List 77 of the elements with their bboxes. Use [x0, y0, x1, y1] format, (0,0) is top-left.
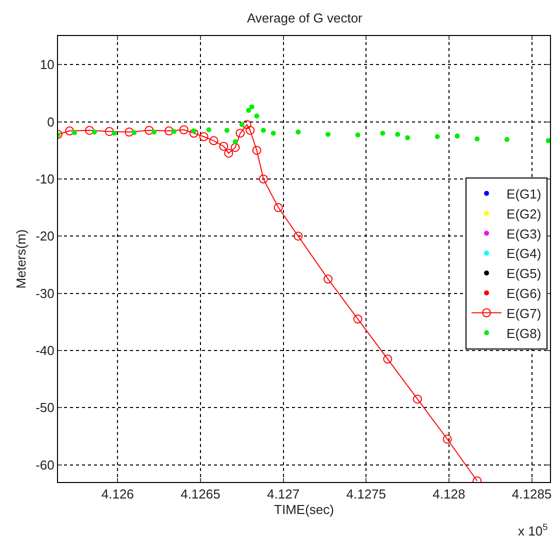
- x-tick-label: 4.127: [267, 486, 300, 502]
- point: [124, 128, 134, 137]
- point: [380, 130, 386, 136]
- point: [504, 136, 510, 142]
- point: [209, 136, 218, 146]
- point: [206, 127, 212, 132]
- point: [454, 134, 460, 139]
- point: [474, 136, 480, 142]
- legend-label: E(G5): [506, 266, 542, 282]
- point: [179, 125, 188, 134]
- legend-label: E(G1): [506, 186, 542, 202]
- chart-title: Average of G vector: [247, 10, 364, 26]
- point: [232, 139, 238, 144]
- legend-label: E(G8): [506, 326, 542, 341]
- point: [219, 142, 228, 151]
- point: [249, 104, 254, 110]
- text: x 10$^{5}$: [518, 522, 548, 538]
- point: [230, 143, 240, 152]
- x-tick-label: 4.128: [432, 486, 466, 502]
- point: [412, 394, 422, 404]
- point: [405, 135, 410, 140]
- point: [434, 134, 440, 140]
- point: [239, 122, 244, 128]
- point: [199, 132, 208, 142]
- point: [112, 130, 117, 136]
- point: [152, 130, 157, 135]
- x-tick-label: 4.1265: [180, 486, 220, 502]
- point: [164, 126, 174, 136]
- point: [270, 130, 276, 136]
- point: [442, 434, 452, 444]
- legend-label: E(G2): [506, 206, 542, 222]
- y-tick-label: -20: [36, 228, 54, 244]
- point: [104, 126, 114, 136]
- point: [252, 146, 262, 155]
- y-tick-label: 10: [40, 57, 54, 72]
- point: [84, 126, 94, 135]
- point: [246, 126, 255, 135]
- legend-label: E(G3): [506, 226, 542, 242]
- x-tick-label: 4.1285: [512, 486, 552, 502]
- point: [236, 128, 245, 138]
- point: [246, 108, 252, 113]
- x-axis-title: TIME(sec): [274, 502, 334, 518]
- point: [224, 128, 230, 133]
- point: [353, 314, 362, 324]
- point: [326, 132, 331, 137]
- point: [546, 138, 550, 144]
- y-tick-label: -30: [36, 286, 54, 301]
- point: [144, 126, 154, 135]
- y-tick-label: -40: [36, 343, 54, 358]
- x-tick-label: 4.126: [101, 486, 134, 502]
- point: [274, 203, 283, 212]
- legend-label: E(G7): [506, 306, 542, 321]
- point: [254, 114, 260, 119]
- x-tick-label: 4.1275: [346, 486, 386, 502]
- point: [224, 148, 234, 158]
- point: [324, 274, 333, 284]
- point: [242, 120, 252, 130]
- y-tick-label: -10: [36, 172, 54, 186]
- point: [383, 354, 392, 364]
- point: [189, 128, 198, 138]
- y-axis-title: Meters(m): [14, 229, 29, 289]
- point: [260, 128, 266, 133]
- point: [395, 132, 400, 137]
- y-tick-label: -50: [36, 400, 54, 416]
- point: [294, 232, 303, 241]
- point: [171, 128, 176, 134]
- point: [258, 174, 268, 184]
- y-tick-label: 0: [47, 114, 54, 130]
- y-tick-label: -60: [36, 457, 54, 472]
- point: [296, 130, 301, 135]
- point: [72, 130, 78, 136]
- point: [92, 130, 97, 135]
- point: [65, 126, 74, 136]
- point: [355, 132, 360, 138]
- legend-label: E(G6): [506, 286, 542, 301]
- point: [132, 130, 137, 136]
- legend-label: E(G4): [506, 246, 542, 262]
